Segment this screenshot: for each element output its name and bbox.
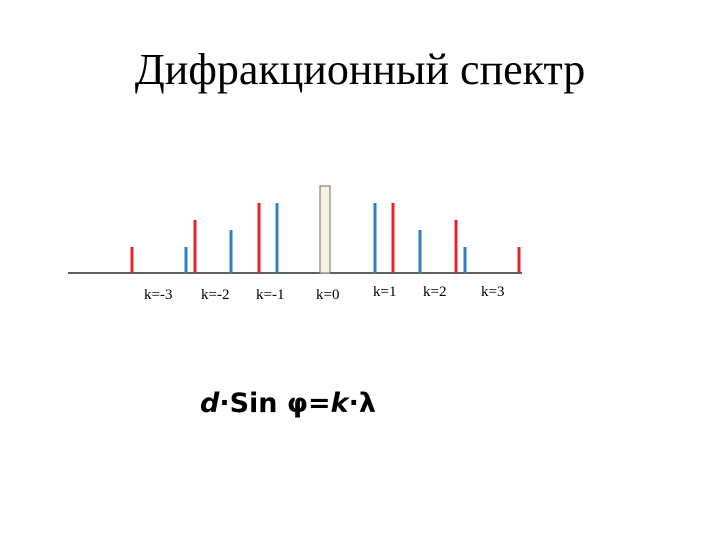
order-label-minus-3: k=-3 bbox=[144, 287, 172, 303]
formula-d: d bbox=[200, 388, 220, 419]
formula-lambda: λ bbox=[358, 388, 376, 419]
grating-formula: d·Sin φ=k·λ bbox=[200, 388, 376, 419]
order-label-1: k=1 bbox=[373, 284, 396, 300]
order-label-minus-2: k=-2 bbox=[201, 287, 229, 303]
order-label-2: k=2 bbox=[423, 284, 446, 300]
order-label-3: k=3 bbox=[481, 284, 504, 300]
order-label-minus-1: k=-1 bbox=[256, 287, 284, 303]
formula-dot-2: · bbox=[348, 388, 359, 419]
formula-sin: Sin φ= bbox=[229, 388, 331, 419]
order-label-0: k=0 bbox=[316, 287, 339, 303]
formula-dot-1: · bbox=[219, 388, 230, 419]
page-title: Дифракционный спектр bbox=[134, 45, 586, 94]
central-maximum bbox=[319, 185, 331, 274]
formula-k: k bbox=[330, 388, 349, 419]
